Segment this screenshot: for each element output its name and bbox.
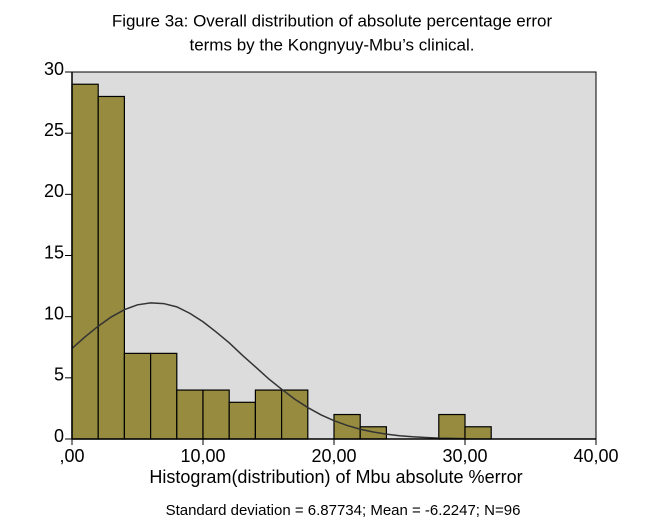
chart-subtitle: terms by the Kongnyuy-Mbu’s clinical. [189,35,474,54]
bar [150,352,178,440]
bar [71,83,99,440]
bar [438,413,466,440]
bar [464,426,492,440]
x-tick-label: ,00 [59,446,84,466]
bar [176,389,204,440]
y-tick-label: 20 [44,181,64,201]
bar [254,389,283,440]
chart-title: Figure 3a: Overall distribution of absol… [112,11,553,30]
y-tick-label: 10 [44,303,64,323]
footnote: Standard deviation = 6.87734; Mean = -6.… [166,502,521,519]
x-tick-label: 20,00 [311,446,356,466]
x-tick-label: 30,00 [442,446,487,466]
y-tick-label: 0 [54,426,64,446]
bar [281,389,309,440]
y-tick-label: 25 [44,120,64,140]
x-tick-label: 40,00 [573,446,618,466]
bar [123,352,152,440]
y-tick-label: 5 [54,365,64,385]
x-tick-label: 10,00 [180,446,225,466]
bar [97,95,125,440]
y-tick-label: 15 [44,242,64,262]
y-tick-label: 30 [44,59,64,79]
normal-curve [71,302,466,440]
x-axis-label: Histogram(distribution) of Mbu absolute … [149,467,522,487]
bar [202,389,230,440]
bar [228,401,256,440]
bar [333,413,361,440]
